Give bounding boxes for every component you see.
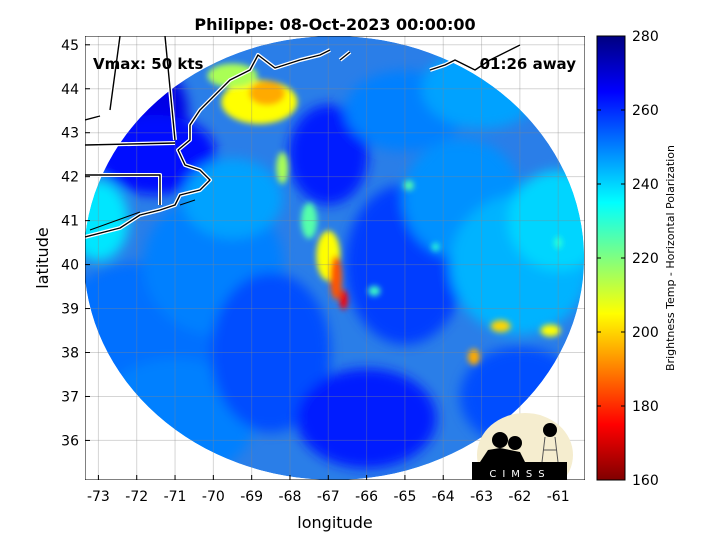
y-tick-label: 43 [61,126,79,142]
colorbar-tick-label: 280 [632,29,659,45]
colorbar: 160 180 200 220 240 260 280 Brightness Temp - … [596,29,677,489]
cold-cloud-feature [339,289,348,310]
x-tick-label: -64 [432,489,455,505]
x-tick-label: -61 [547,489,570,505]
x-tick-label: -72 [125,489,148,505]
cold-cloud-feature [431,243,440,252]
y-tick-label: 42 [61,170,79,186]
cold-cloud-feature [368,285,381,296]
coastline [85,36,521,239]
x-tick-label: -62 [508,489,531,505]
x-tick-label: -67 [317,489,340,505]
cold-cloud-feature [403,180,414,191]
x-tick-label: -65 [393,489,416,505]
x-tick-label: -71 [164,489,187,505]
x-tick-label: -69 [240,489,263,505]
colorbar-label: Brightness Temp - Horizontal Polarizatio… [664,145,677,371]
colorbar-tick-label: 200 [632,325,659,341]
grid [85,36,585,480]
x-axis: -73 -72 -71 -70 -69 -68 -67 -66 -65 -64 -63 -62 -61 [87,475,570,505]
plot-area: Vmax: 50 kts 01:26 away CIMSS [85,36,585,480]
colorbar-tick-label: 160 [632,473,659,489]
colorbar-tick-label: 260 [632,103,659,119]
vmax-label: Vmax: 50 kts [93,55,203,73]
y-tick-label: 37 [61,389,79,405]
y-tick-label: 41 [61,214,79,230]
x-tick-label: -66 [355,489,378,505]
y-axis: 36 37 38 39 40 41 42 43 44 45 [61,38,90,449]
colorbar-tick-label: 220 [632,251,659,267]
colorbar-tick-label: 240 [632,177,659,193]
svg-text:CIMSS: CIMSS [489,469,550,480]
y-axis-label: latitude [33,227,52,288]
cold-cloud-feature [276,151,289,184]
time-away-label: 01:26 away [480,55,577,73]
x-tick-label: -70 [202,489,225,505]
cold-cloud-feature [248,81,285,106]
y-tick-label: 39 [61,302,79,318]
cold-cloud-feature [467,348,480,365]
x-tick-label: -68 [279,489,302,505]
cold-cloud-feature [207,63,258,88]
cold-cloud-feature [490,320,511,333]
cold-cloud-feature [329,255,342,300]
x-tick-label: -63 [470,489,493,505]
chart-title: Philippe: 08-Oct-2023 00:00:00 [194,15,475,34]
cold-cloud-feature [301,202,318,239]
cold-cloud-feature [540,324,561,337]
y-tick-label: 36 [61,433,79,449]
y-tick-label: 44 [61,82,79,98]
y-tick-label: 40 [61,258,79,274]
x-axis-label: longitude [297,513,372,532]
colorbar-tick-label: 180 [632,399,659,415]
cimss-logo: CIMSS [472,413,573,480]
cold-cloud-feature [554,236,563,249]
x-tick-label: -73 [87,489,110,505]
y-tick-label: 45 [61,38,79,54]
y-tick-label: 38 [61,346,79,362]
